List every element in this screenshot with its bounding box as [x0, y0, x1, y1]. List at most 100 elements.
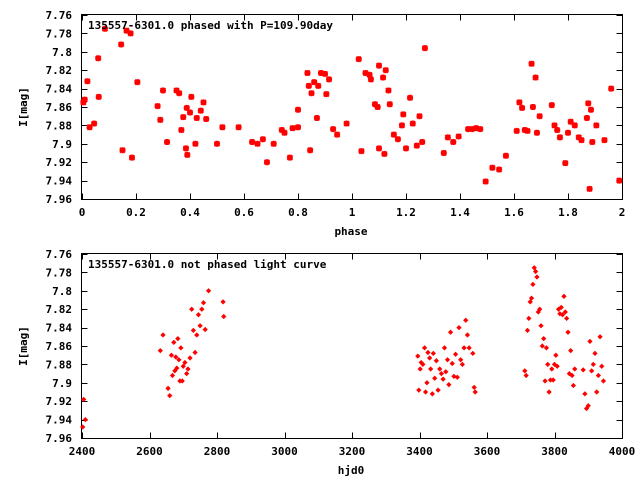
phased-data-point: [571, 122, 578, 129]
unphased-plot-title: 135557-6301.0 not phased light curve: [88, 258, 327, 271]
unphased-data-point: [82, 416, 88, 423]
phased-x-tick-label: 1.6: [504, 206, 524, 219]
unphased-data-point: [524, 327, 531, 333]
unphased-data-point: [543, 345, 550, 351]
unphased-data-point: [464, 332, 471, 338]
phased-x-tick-label: 0.8: [288, 206, 308, 219]
unphased-data-point: [458, 357, 464, 363]
unphased-data-point: [562, 309, 568, 315]
unphased-data-point: [190, 327, 196, 333]
unphased-data-point: [538, 323, 544, 329]
phased-data-point: [308, 90, 315, 97]
unphased-y-axis-label: I[mag]: [17, 326, 30, 366]
phased-data-point: [173, 87, 180, 94]
unphased-data-point: [523, 372, 529, 379]
phased-data-point: [556, 134, 564, 141]
unphased-data-point: [424, 380, 430, 386]
phased-data-point: [281, 129, 288, 136]
phased-light-curve-panel: 0 0.2 0.4 0.6 0.8 1 1.2 1.4 1.6 1.8 2 7.767.787.87…: [17, 9, 625, 238]
phased-data-point: [178, 126, 185, 134]
phased-data-point: [235, 124, 242, 131]
phased-data-point: [197, 107, 204, 114]
phased-data-point: [286, 154, 294, 161]
unphased-data-point: [595, 372, 601, 379]
unphased-data-point: [549, 366, 555, 372]
phased-data-point: [192, 140, 199, 147]
unphased-data-point: [592, 350, 598, 356]
phased-data-point: [81, 96, 88, 103]
unphased-data-point: [589, 368, 595, 374]
unphased-data-point: [582, 391, 588, 397]
unphased-data-point: [456, 324, 462, 331]
phased-data-point: [362, 69, 369, 77]
unphased-data-point: [443, 369, 449, 375]
unphased-tick-marks: [81, 253, 623, 439]
unphased-x-tick-label: 3600: [474, 445, 501, 458]
unphased-data-point: [437, 366, 443, 372]
unphased-data-point: [528, 295, 535, 301]
phased-data-point: [278, 126, 285, 134]
unphased-data-point: [199, 306, 205, 312]
phased-data-point: [101, 25, 109, 32]
unphased-x-tick-label: 4000: [609, 445, 636, 458]
unphased-y-tick-label: 7.76: [46, 248, 73, 261]
phased-data-point: [180, 114, 187, 121]
phased-data-point: [482, 178, 489, 185]
phased-tick-marks: [81, 14, 623, 200]
unphased-data-point: [169, 372, 176, 379]
phased-data-point: [502, 152, 510, 159]
phased-x-tick-label: 0.6: [234, 206, 254, 219]
unphased-data-point: [539, 343, 545, 349]
phased-data-point: [119, 147, 126, 154]
phased-data-point: [163, 138, 171, 146]
unphased-data-point: [435, 387, 441, 393]
phased-data-point: [469, 125, 476, 133]
unphased-data-point: [200, 300, 207, 306]
phased-data-point: [270, 140, 277, 147]
phased-data-point: [123, 27, 130, 34]
phased-x-tick-label: 0.2: [126, 206, 146, 219]
unphased-data-point: [185, 366, 191, 372]
unphased-data-point: [417, 366, 423, 372]
phased-data-point: [154, 102, 161, 110]
phased-data-point: [91, 120, 98, 127]
phased-data-point: [444, 134, 451, 141]
phased-data-point: [358, 148, 365, 155]
phased-data-point: [536, 113, 543, 120]
unphased-x-tick-label: 3800: [541, 445, 568, 458]
unphased-data-point: [531, 265, 537, 271]
unphased-data-point: [471, 384, 477, 391]
unphased-x-tick-label: 3000: [271, 445, 298, 458]
unphased-data-point: [165, 385, 171, 391]
phased-data-point: [585, 100, 592, 107]
phased-data-point: [375, 62, 383, 69]
phased-data-point: [533, 129, 541, 136]
unphased-y-tick-label: 7.84: [46, 322, 73, 335]
phased-data-point: [518, 104, 526, 112]
unphased-y-tick-label: 7.96: [46, 432, 73, 445]
unphased-data-point: [157, 347, 163, 354]
phased-data-point: [182, 145, 190, 152]
unphased-x-tick-label: 3200: [339, 445, 366, 458]
phased-data-point: [259, 136, 267, 143]
phased-data-point: [355, 56, 362, 63]
unphased-data-point: [194, 332, 200, 338]
phased-data-point: [382, 67, 389, 74]
phased-data-point: [532, 74, 539, 81]
unphased-data-point: [438, 370, 445, 377]
unphased-data-point: [81, 396, 87, 402]
unphased-data-point: [466, 345, 472, 351]
phased-data-point: [329, 125, 337, 133]
phased-data-point: [374, 103, 381, 111]
unphased-data-point: [220, 299, 226, 305]
unphased-data-point: [600, 378, 607, 384]
unphased-data-point: [542, 378, 548, 384]
unphased-data-point: [425, 349, 431, 356]
phased-data-point: [203, 115, 210, 123]
unphased-y-tick-labels: 7.76 7.78 7.8 7.82 7.84 7.86 7.88 7.9 7.92 7.94 7.…: [46, 248, 73, 445]
phased-data-point: [315, 82, 322, 89]
unphased-data-point: [421, 345, 428, 351]
phased-data-point: [219, 124, 226, 131]
phased-data-point: [583, 114, 591, 122]
